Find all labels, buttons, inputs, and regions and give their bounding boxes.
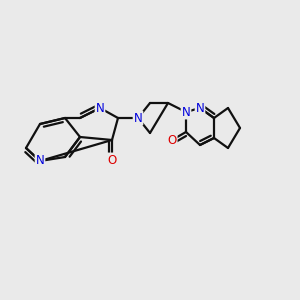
Text: O: O [167, 134, 177, 146]
Text: N: N [36, 154, 44, 167]
Text: O: O [107, 154, 117, 166]
Text: N: N [134, 112, 142, 124]
Text: N: N [182, 106, 190, 118]
Text: N: N [96, 101, 104, 115]
Text: N: N [196, 101, 204, 115]
